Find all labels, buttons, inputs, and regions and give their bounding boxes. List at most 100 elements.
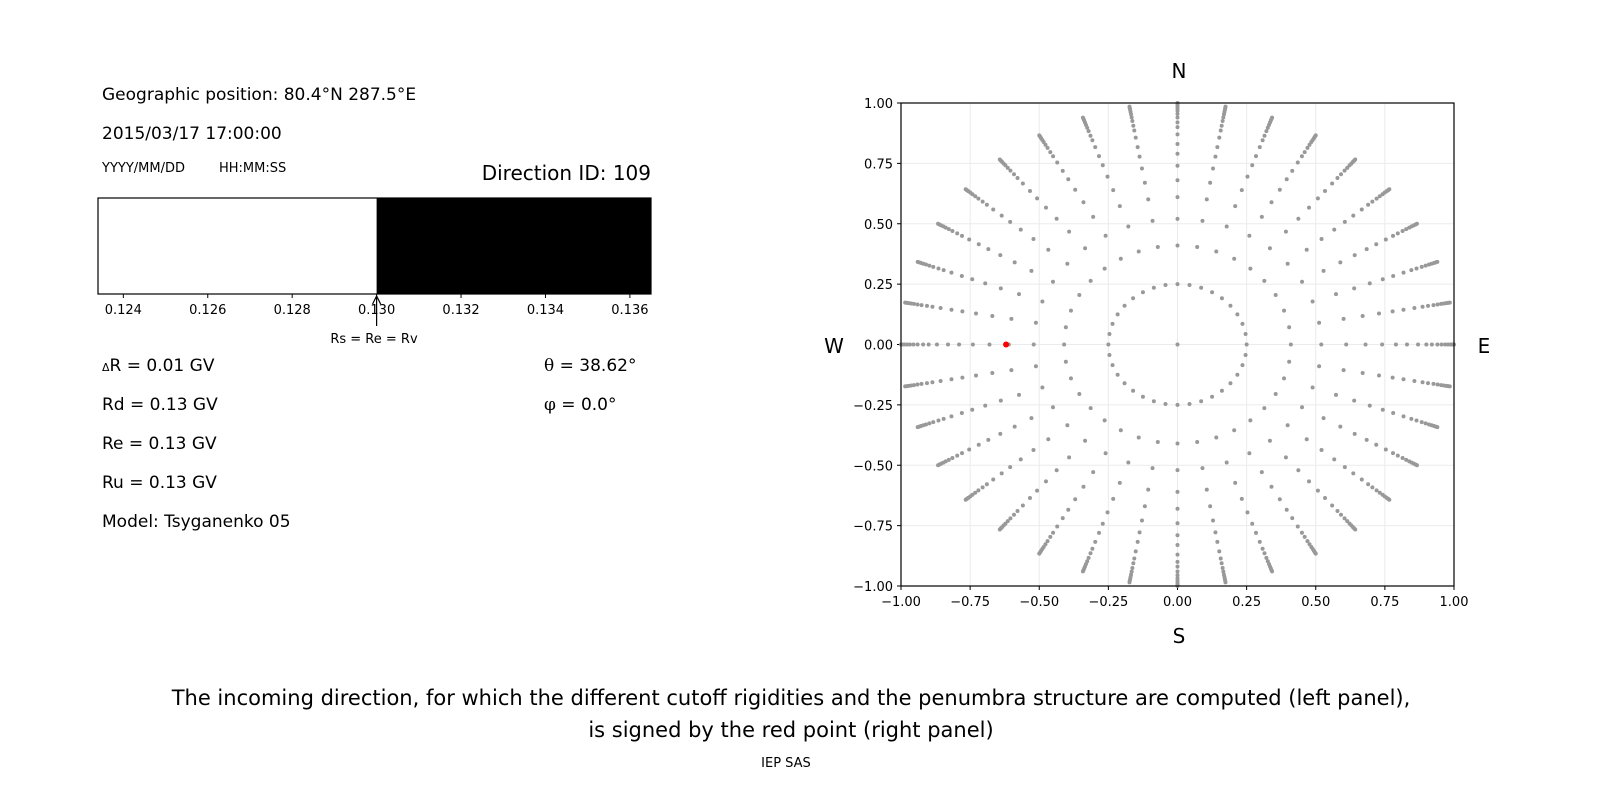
- grid-point: [1100, 521, 1105, 526]
- grid-point: [1333, 392, 1338, 397]
- grid-point: [1008, 219, 1013, 224]
- grid-point: [903, 300, 908, 305]
- grid-point: [946, 457, 951, 462]
- grid-point: [1342, 516, 1347, 521]
- grid-point: [1218, 556, 1223, 561]
- grid-point: [1020, 181, 1025, 186]
- x-tick-label: 0.132: [442, 303, 479, 318]
- grid-point: [1175, 132, 1180, 137]
- grid-point: [1283, 455, 1288, 460]
- grid-point: [1139, 166, 1144, 171]
- grid-point: [1305, 539, 1310, 544]
- grid-point: [1063, 325, 1068, 330]
- grid-point: [998, 431, 1003, 436]
- grid-point: [1313, 551, 1318, 556]
- bar-segment-allowed: [98, 198, 377, 294]
- grid-point: [911, 342, 916, 347]
- compass-north: N: [1172, 59, 1187, 83]
- grid-point: [991, 207, 996, 212]
- grid-point: [1175, 115, 1180, 120]
- grid-point: [1131, 123, 1136, 128]
- grid-point: [1310, 385, 1315, 390]
- grid-point: [1239, 496, 1244, 501]
- grid-point: [1367, 281, 1372, 286]
- grid-point: [1067, 229, 1072, 234]
- grid-point: [1137, 530, 1142, 535]
- caption-line-2: is signed by the red point (right panel): [588, 718, 994, 742]
- grid-point: [1150, 466, 1155, 471]
- x-tick-label: 0.25: [1232, 595, 1261, 610]
- grid-point: [1353, 157, 1358, 162]
- grid-point: [1175, 342, 1180, 347]
- grid-point: [1401, 270, 1406, 275]
- grid-point: [1050, 279, 1055, 284]
- grid-point: [941, 416, 946, 421]
- compass-south: S: [1173, 624, 1186, 648]
- grid-point: [1443, 342, 1448, 347]
- grid-point: [924, 381, 929, 386]
- grid-point: [1307, 479, 1312, 484]
- grid-point: [1140, 290, 1145, 295]
- phi-text: = 0.0°: [555, 395, 617, 415]
- rd-value: Rd = 0.13 GV: [102, 395, 218, 415]
- grid-point: [1132, 128, 1137, 133]
- grid-point: [1319, 236, 1324, 241]
- grid-point: [973, 311, 978, 316]
- grid-point: [1175, 521, 1180, 526]
- grid-point: [1195, 244, 1200, 249]
- grid-point: [1374, 442, 1379, 447]
- grid-point: [1199, 399, 1204, 404]
- grid-point: [1088, 133, 1093, 138]
- grid-point: [976, 242, 981, 247]
- grid-point: [1137, 154, 1142, 159]
- grid-point: [1248, 266, 1253, 271]
- grid-point: [1335, 176, 1340, 181]
- grid-point: [1377, 490, 1382, 495]
- compass-west: W: [824, 334, 844, 358]
- grid-point: [960, 375, 965, 380]
- theta-symbol: θ: [544, 356, 555, 376]
- grid-point: [936, 221, 941, 226]
- grid-point: [1284, 507, 1289, 512]
- grid-point: [1257, 539, 1262, 544]
- grid-point: [1103, 451, 1108, 456]
- penumbra-label: Rs = Re = Rv: [330, 332, 418, 347]
- grid-point: [1243, 352, 1248, 357]
- grid-point: [1219, 123, 1224, 128]
- grid-point: [1131, 296, 1136, 301]
- y-tick-label: 0.75: [864, 157, 893, 172]
- grid-point: [1210, 394, 1215, 399]
- grid-point: [1299, 530, 1304, 535]
- grid-point: [1264, 555, 1269, 560]
- grid-point: [963, 187, 968, 192]
- grid-point: [1374, 242, 1379, 247]
- grid-point: [1409, 416, 1414, 421]
- grid-point: [1435, 382, 1440, 387]
- grid-point: [1011, 172, 1016, 177]
- caption-line-1: The incoming direction, for which the di…: [171, 686, 1411, 710]
- grid-point: [919, 381, 924, 386]
- grid-point: [934, 342, 939, 347]
- grid-point: [949, 414, 954, 419]
- grid-point: [1015, 176, 1020, 181]
- grid-point: [1011, 512, 1016, 517]
- grid-point: [1073, 187, 1078, 192]
- grid-point: [1383, 447, 1388, 452]
- grid-point: [1081, 200, 1086, 205]
- grid-point: [1012, 260, 1017, 265]
- grid-point: [1366, 482, 1371, 487]
- grid-point: [1040, 299, 1045, 304]
- grid-point: [1051, 530, 1056, 535]
- grid-point: [1215, 539, 1220, 544]
- grid-point: [1175, 559, 1180, 564]
- grid-point: [1122, 381, 1127, 386]
- grid-point: [1290, 168, 1295, 173]
- grid-point: [1302, 150, 1307, 155]
- grid-point: [1387, 187, 1392, 192]
- grid-point: [946, 227, 951, 232]
- grid-point: [1380, 277, 1385, 282]
- grid-point: [1175, 151, 1180, 156]
- grid-point: [1370, 199, 1375, 204]
- grid-point: [907, 342, 912, 347]
- theta-value: θ = 38.62°: [544, 356, 636, 376]
